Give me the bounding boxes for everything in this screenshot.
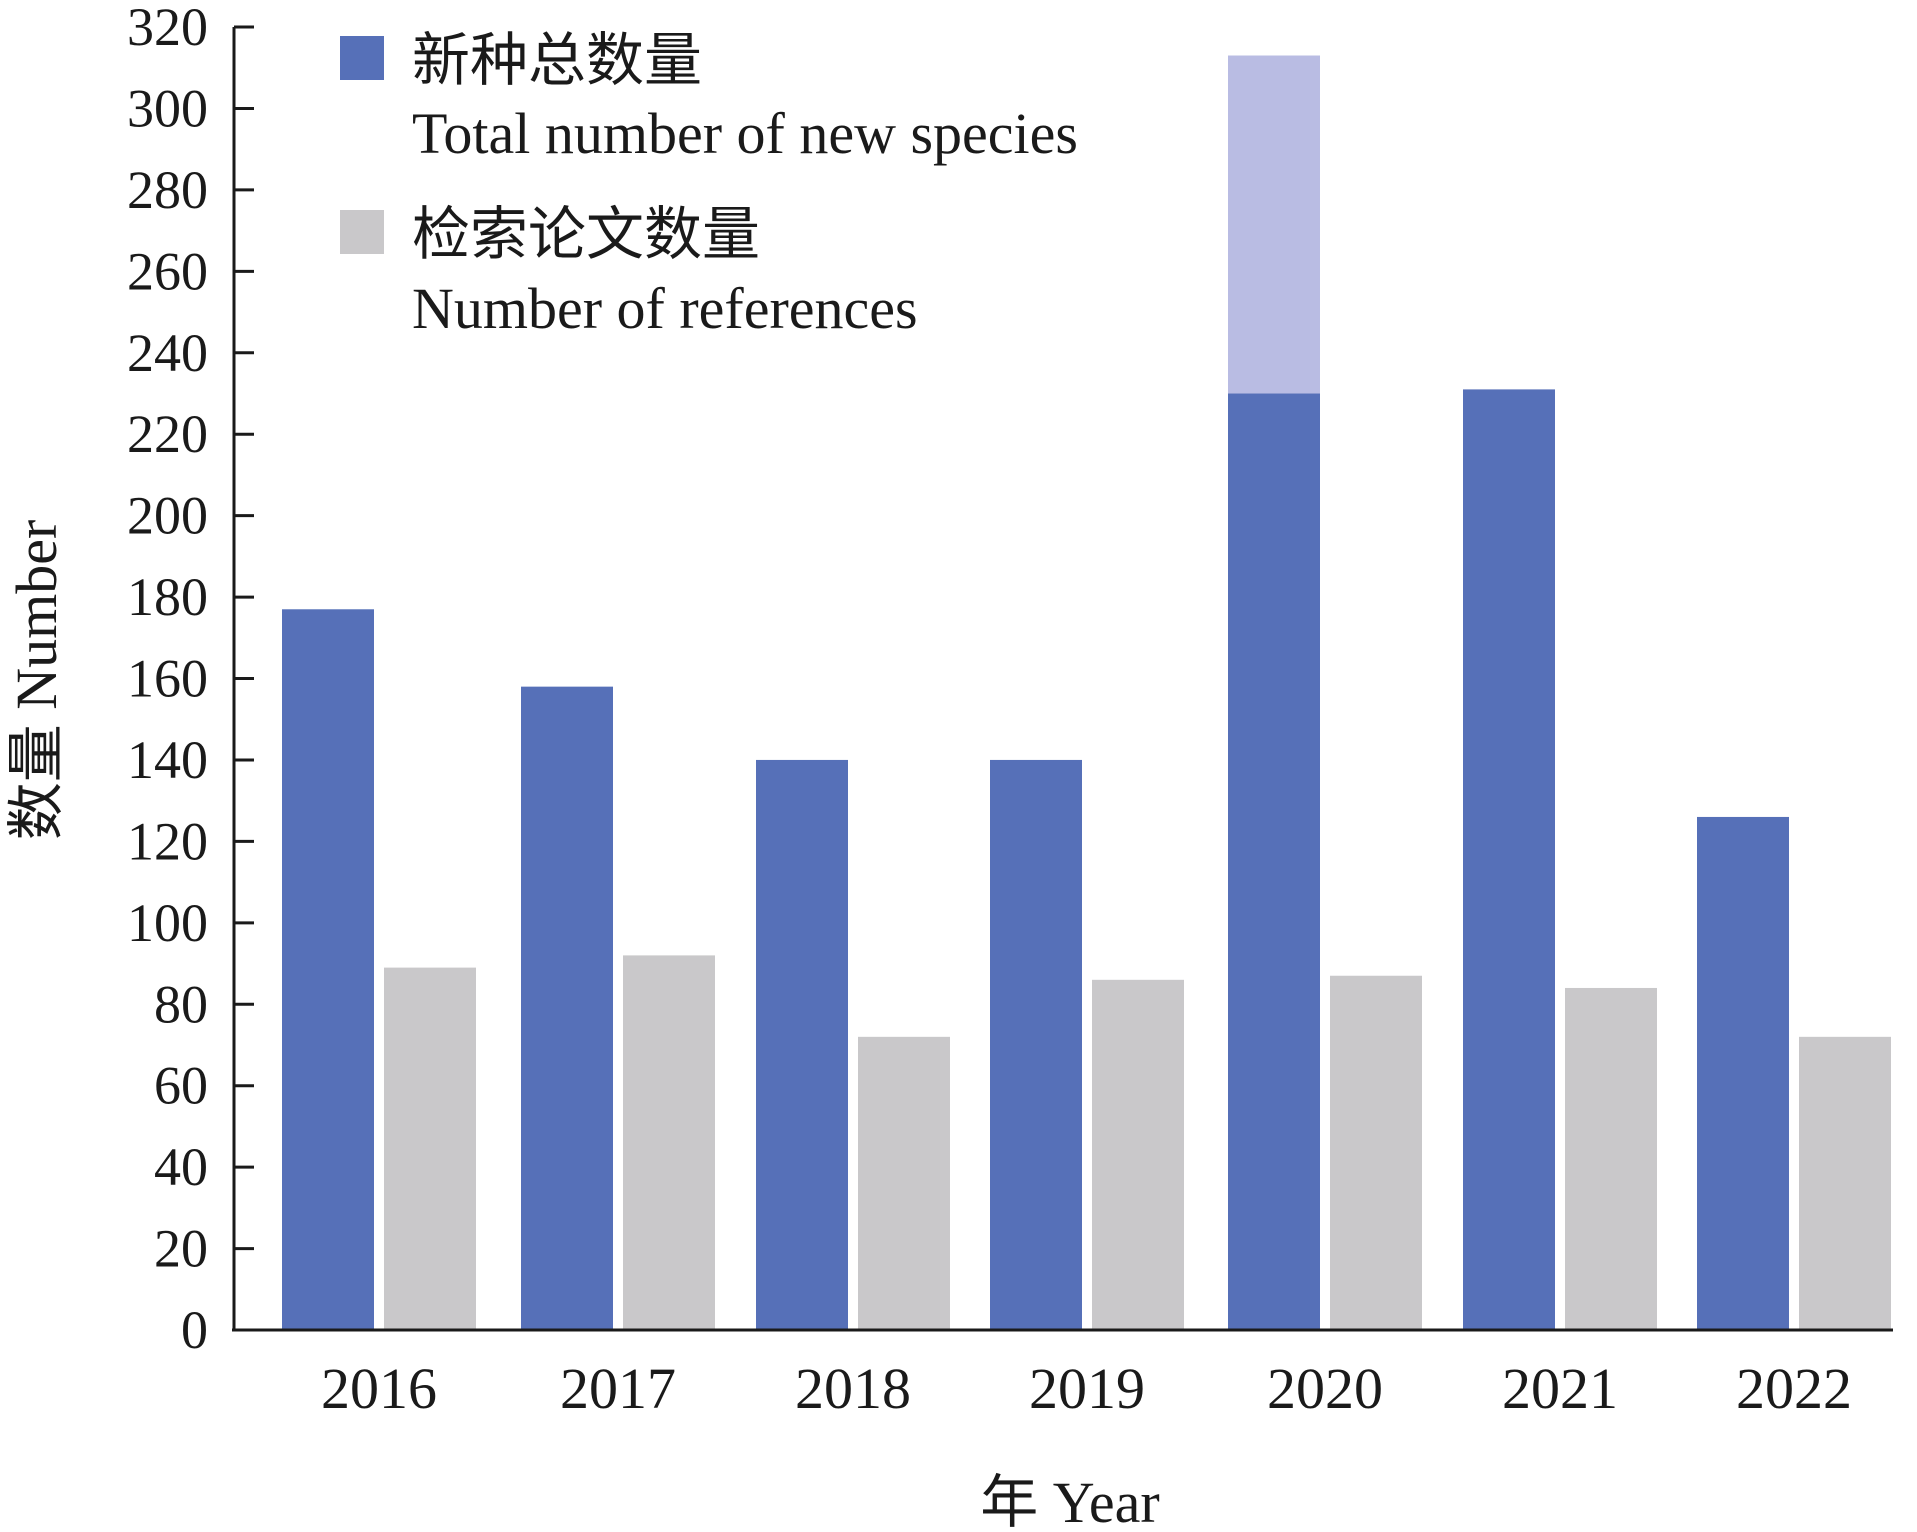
y-tick-label-100: 100 [127, 893, 208, 953]
x-tick-label-2019: 2019 [1029, 1356, 1145, 1421]
bar-references-2017 [623, 955, 715, 1330]
y-tick-label-20: 20 [154, 1219, 208, 1279]
bar-references-2022 [1799, 1036, 1891, 1330]
x-tick-label-2016: 2016 [321, 1356, 437, 1421]
x-tick-labels: 2016 2017 2018 2019 2020 2021 2022 [321, 1356, 1852, 1421]
bar-overlay-2020 [1228, 55, 1320, 394]
bar-references-2021 [1565, 987, 1657, 1330]
bar-new-species-2019 [990, 759, 1082, 1330]
y-tick-label-140: 140 [127, 730, 208, 790]
y-tick-label-120: 120 [127, 811, 208, 871]
legend-label-references-zh: 检索论文数量 [412, 202, 760, 267]
x-tick-label-2018: 2018 [795, 1356, 911, 1421]
y-tick-label-260: 260 [127, 241, 208, 301]
y-tick-label-60: 60 [154, 1056, 208, 1116]
y-tick-label-40: 40 [154, 1137, 208, 1197]
bars-layer [282, 55, 1891, 1331]
bar-new-species-2018 [756, 759, 848, 1330]
bar-new-species-2016 [282, 609, 374, 1330]
y-tick-label-180: 180 [127, 567, 208, 627]
y-tick-label-220: 220 [127, 404, 208, 464]
y-tick-label-300: 300 [127, 78, 208, 138]
x-tick-label-2017: 2017 [560, 1356, 676, 1421]
bar-new-species-2020 [1228, 393, 1320, 1330]
bar-new-species-2021 [1463, 389, 1555, 1331]
y-tick-label-160: 160 [127, 649, 208, 709]
y-ticks: 0 20 40 60 80 100 120 140 160 180 200 220 240 260 280 3… [127, 0, 254, 1360]
y-tick-label-280: 280 [127, 160, 208, 220]
legend-label-new-species-zh: 新种总数量 [412, 28, 702, 93]
bar-references-2018 [858, 1036, 950, 1330]
legend-label-references-en: Number of references [412, 276, 918, 341]
bar-references-2020 [1330, 975, 1422, 1330]
y-tick-label-0: 0 [181, 1300, 208, 1360]
bar-references-2016 [384, 967, 476, 1330]
legend-swatch-references [340, 210, 384, 254]
y-tick-label-240: 240 [127, 323, 208, 383]
bar-new-species-2022 [1697, 816, 1789, 1330]
y-tick-label-80: 80 [154, 974, 208, 1034]
y-axis-title: 数量 Number [4, 520, 69, 841]
y-tick-label-200: 200 [127, 486, 208, 546]
legend: 新种总数量 Total number of new species 检索论文数量… [340, 28, 1078, 341]
bar-references-2019 [1092, 979, 1184, 1330]
x-tick-label-2022: 2022 [1736, 1356, 1852, 1421]
x-tick-label-2021: 2021 [1502, 1356, 1618, 1421]
y-tick-label-320: 320 [127, 0, 208, 57]
legend-swatch-new-species [340, 36, 384, 80]
bar-new-species-2017 [521, 686, 613, 1330]
legend-label-new-species-en: Total number of new species [412, 101, 1078, 166]
x-tick-label-2020: 2020 [1267, 1356, 1383, 1421]
x-axis-title: 年 Year [980, 1470, 1159, 1532]
